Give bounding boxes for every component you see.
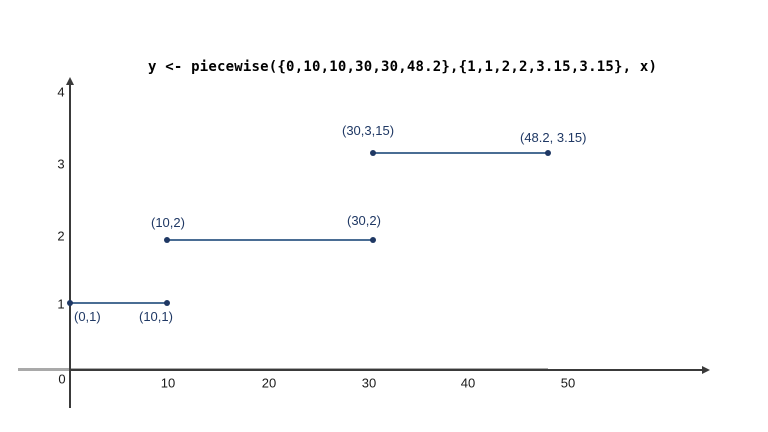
x-tick-label-20: 20 <box>261 375 277 391</box>
point-label: (10,1) <box>139 309 173 324</box>
x-axis-arrowhead-icon <box>702 366 710 374</box>
data-point <box>164 300 170 306</box>
point-label: (48.2, 3.15) <box>520 130 587 145</box>
x-axis <box>70 369 703 371</box>
x-tick-label-50: 50 <box>560 375 576 391</box>
x-axis-muted-line <box>18 368 548 371</box>
plot-title: y <- piecewise({0,10,10,30,30,48.2},{1,1… <box>148 59 658 75</box>
y-axis <box>69 84 71 408</box>
y-tick-label-1: 1 <box>57 296 65 312</box>
data-point <box>67 300 73 306</box>
y-tick-label-4: 4 <box>57 84 65 100</box>
y-tick-label-3: 3 <box>57 156 65 172</box>
x-tick-label-10: 10 <box>160 375 176 391</box>
x-tick-label-40: 40 <box>460 375 476 391</box>
segment-line-1 <box>70 302 167 304</box>
y-axis-arrowhead-icon <box>66 77 74 85</box>
x-tick-label-30: 30 <box>361 375 377 391</box>
y-tick-label-2: 2 <box>57 228 65 244</box>
point-label: (0,1) <box>74 309 101 324</box>
point-label: (30,3,15) <box>342 123 395 138</box>
data-point <box>370 237 376 243</box>
data-point <box>164 237 170 243</box>
data-point <box>370 150 376 156</box>
segment-line-3 <box>373 152 548 154</box>
data-point <box>545 150 551 156</box>
point-label: (10,2) <box>151 215 185 230</box>
point-label: (30,2) <box>347 213 381 228</box>
origin-label: 0 <box>58 371 66 387</box>
segment-line-2 <box>167 239 373 241</box>
